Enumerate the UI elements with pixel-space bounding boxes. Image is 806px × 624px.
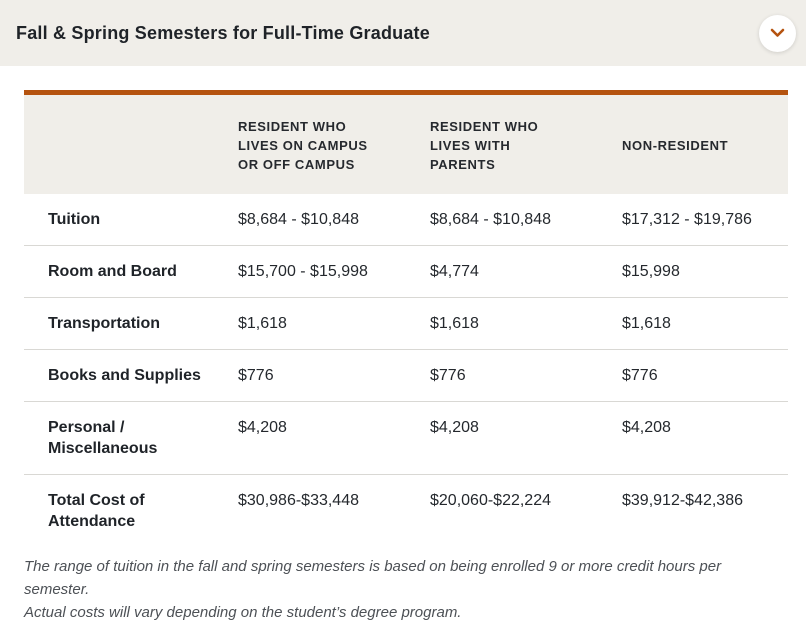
- column-header-resident-campus: RESIDENT WHO LIVES ON CAMPUS OR OFF CAMP…: [238, 95, 430, 194]
- table-header-row: RESIDENT WHO LIVES ON CAMPUS OR OFF CAMP…: [24, 95, 788, 194]
- row-value: $1,618: [430, 297, 622, 350]
- row-label: Personal / Miscellaneous: [24, 401, 238, 475]
- table-row: Books and Supplies $776 $776 $776: [24, 349, 788, 402]
- row-value: $4,208: [238, 401, 430, 475]
- row-label: Books and Supplies: [24, 349, 238, 402]
- row-value: $776: [430, 349, 622, 402]
- row-value: $4,774: [430, 245, 622, 298]
- row-value: $20,060-$22,224: [430, 492, 551, 509]
- column-header-non-resident: NON-RESIDENT: [622, 95, 788, 194]
- row-value: $1,618: [622, 297, 788, 350]
- row-value: $1,618: [238, 297, 430, 350]
- row-label: Room and Board: [24, 245, 238, 298]
- cost-table: RESIDENT WHO LIVES ON CAMPUS OR OFF CAMP…: [24, 95, 788, 547]
- row-value: $39,912-$42,386: [622, 492, 743, 509]
- row-label: Tuition: [24, 194, 238, 246]
- column-header-empty: [24, 95, 238, 194]
- table-row: Room and Board $15,700 - $15,998 $4,774 …: [24, 245, 788, 298]
- row-label: Transportation: [24, 297, 238, 350]
- row-value: $17,312 - $19,786: [622, 194, 788, 246]
- row-value: $4,208: [622, 401, 788, 475]
- row-value: $4,208: [430, 401, 622, 475]
- row-value: $8,684 - $10,848: [238, 194, 430, 246]
- footnote: The range of tuition in the fall and spr…: [24, 558, 722, 621]
- accordion-toggle-button[interactable]: [759, 14, 796, 52]
- column-header-resident-parents: RESIDENT WHO LIVES WITH PARENTS: [430, 95, 622, 194]
- cost-section: RESIDENT WHO LIVES ON CAMPUS OR OFF CAMP…: [24, 90, 788, 624]
- table-row: Total Cost of Attendance $30,986-$33,448…: [24, 475, 788, 548]
- row-value: $8,684 - $10,848: [430, 194, 622, 246]
- row-value: $15,998: [622, 245, 788, 298]
- row-value: $776: [622, 349, 788, 402]
- row-label: Total Cost of Attendance: [48, 492, 145, 530]
- accordion-title: Fall & Spring Semesters for Full-Time Gr…: [16, 22, 430, 43]
- row-value: $776: [238, 349, 430, 402]
- table-row: Personal / Miscellaneous $4,208 $4,208 $…: [24, 401, 788, 475]
- accordion-header[interactable]: Fall & Spring Semesters for Full-Time Gr…: [0, 0, 806, 66]
- table-row: Transportation $1,618 $1,618 $1,618: [24, 297, 788, 350]
- table-row: Tuition $8,684 - $10,848 $8,684 - $10,84…: [24, 194, 788, 246]
- row-value: $30,986-$33,448: [238, 492, 359, 509]
- cost-table-container: RESIDENT WHO LIVES ON CAMPUS OR OFF CAMP…: [24, 90, 788, 547]
- row-value: $15,700 - $15,998: [238, 245, 430, 298]
- chevron-down-icon: [770, 28, 785, 38]
